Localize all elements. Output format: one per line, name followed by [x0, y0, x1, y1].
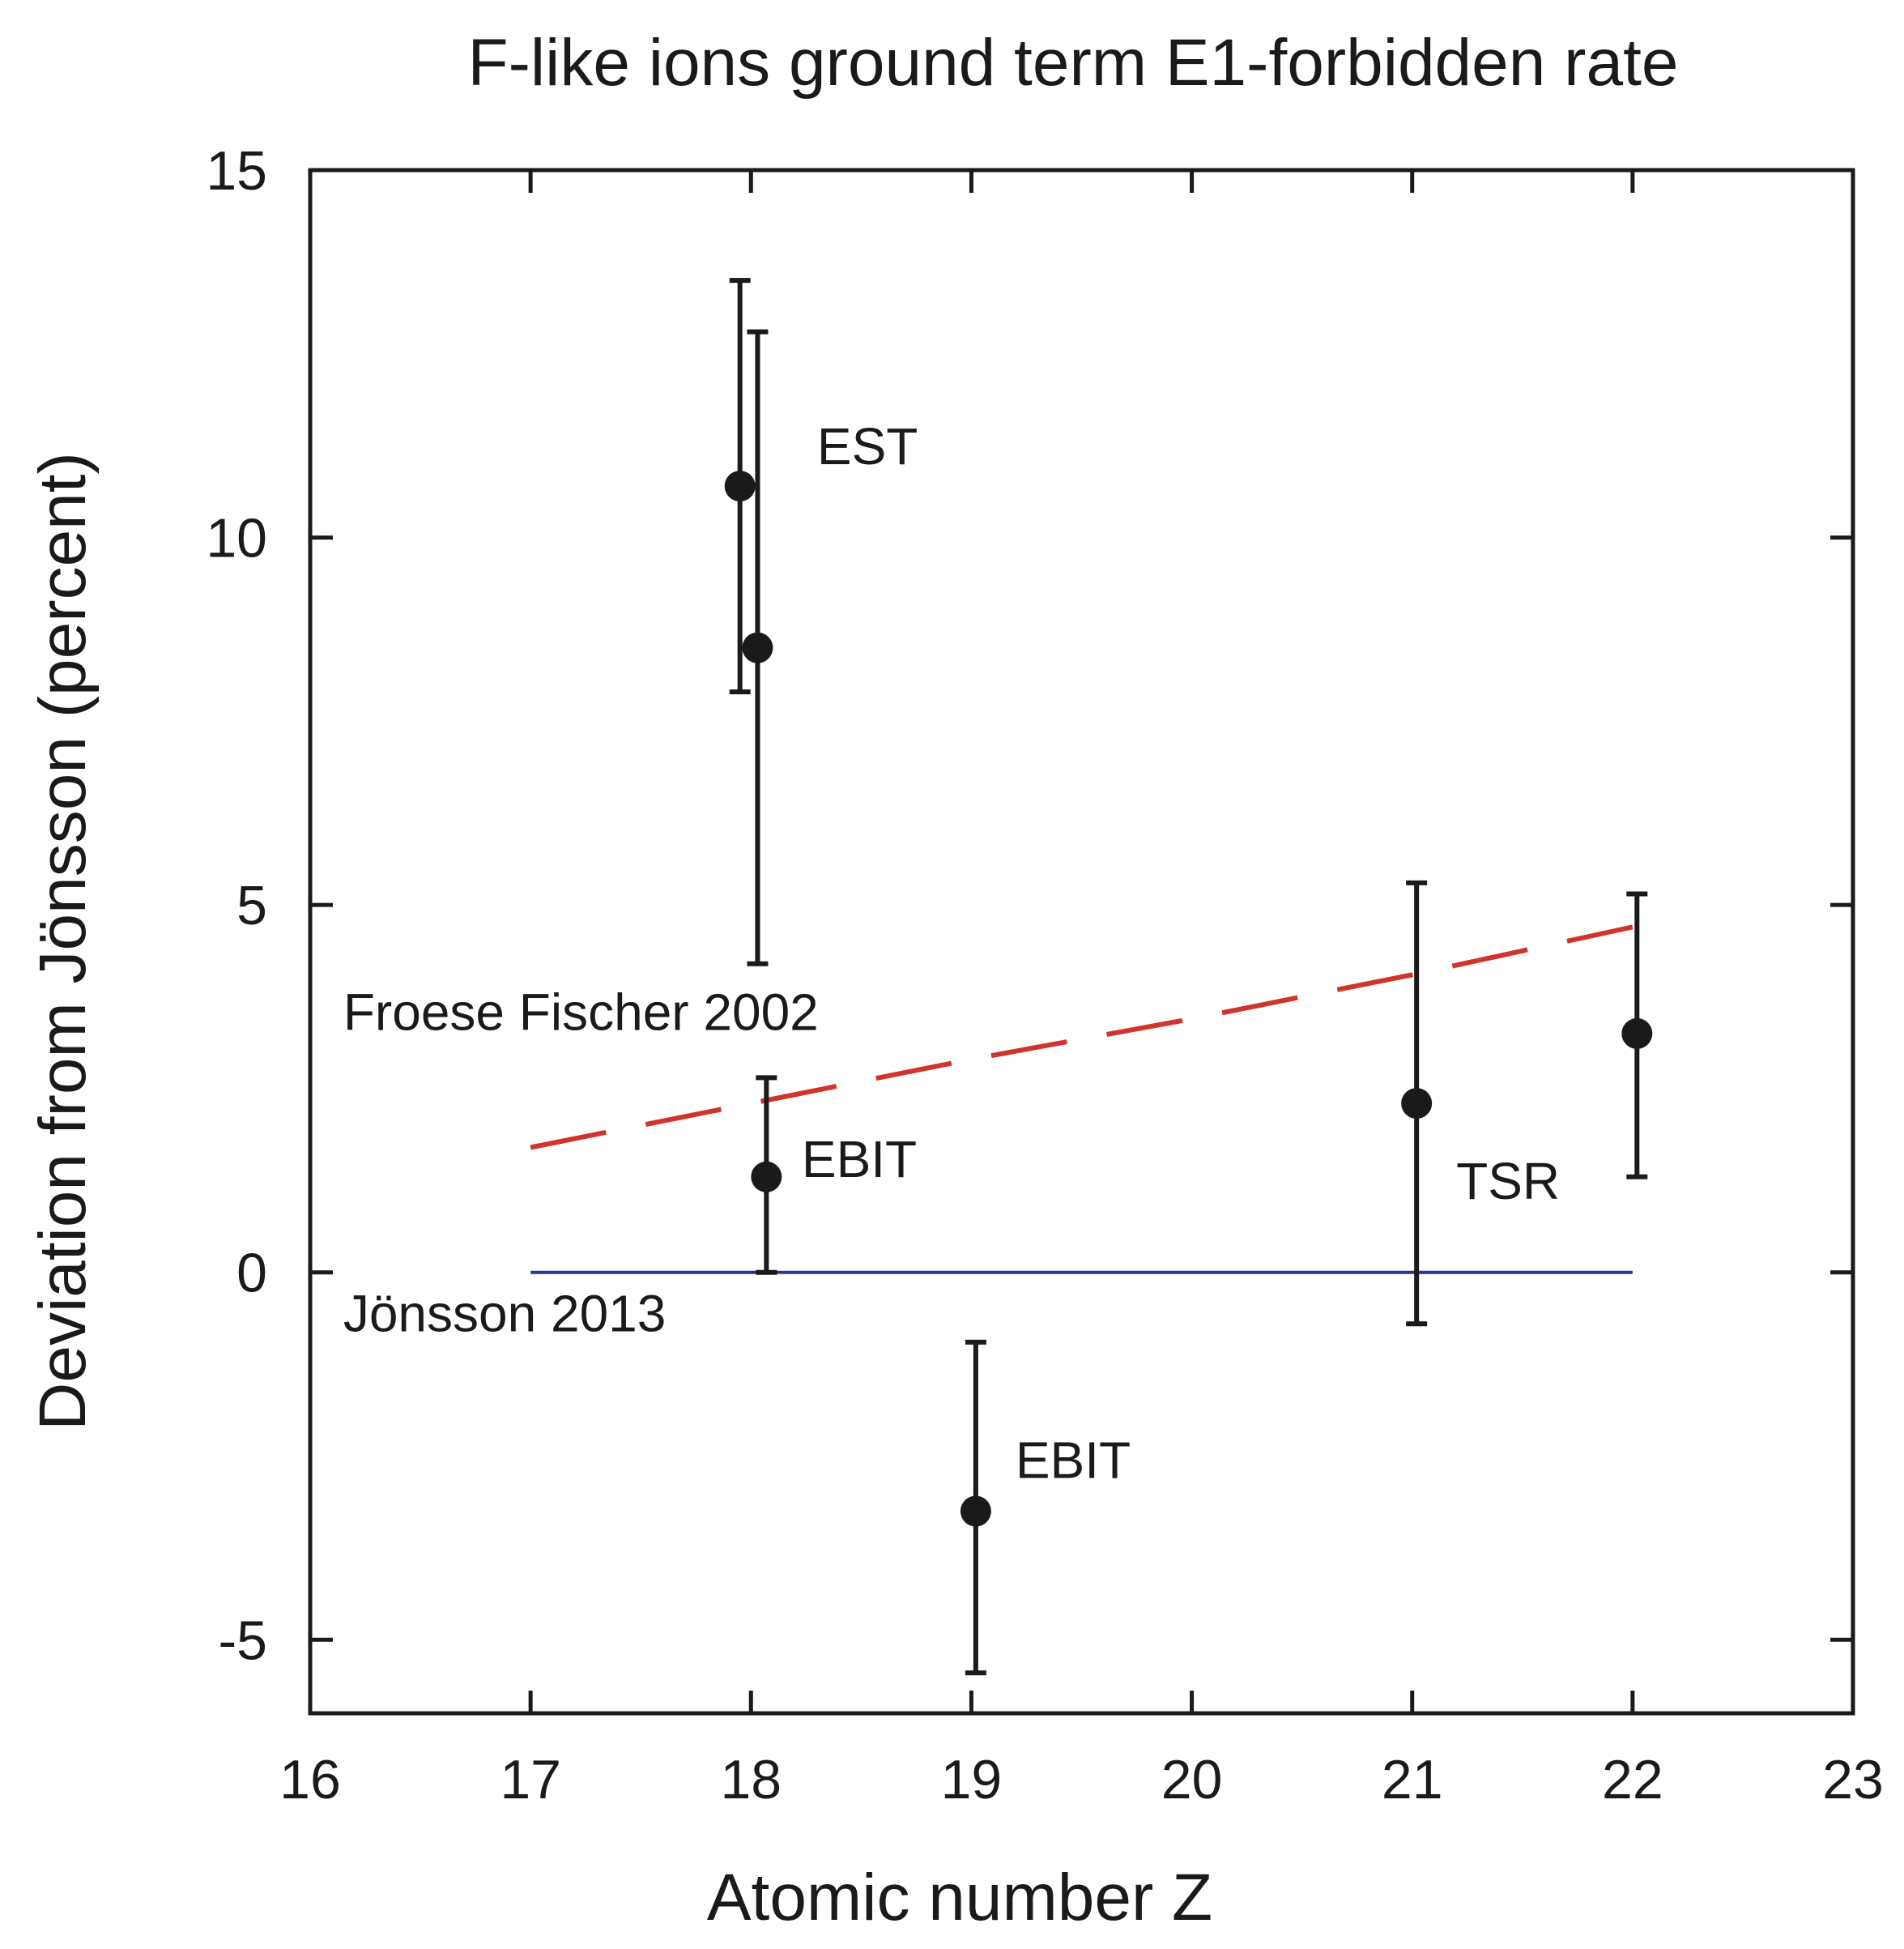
x-tick-label: 18 — [720, 1749, 782, 1810]
x-tick-label: 23 — [1822, 1749, 1884, 1810]
x-tick-label: 20 — [1161, 1749, 1223, 1810]
y-tick-label: 0 — [236, 1243, 267, 1304]
x-tick-label: 19 — [941, 1749, 1003, 1810]
froese-fischer-2002-line — [530, 924, 1634, 1150]
y-tick-label: 10 — [206, 508, 267, 569]
annotation-label: EBIT — [1016, 1431, 1131, 1490]
data-point-group — [742, 329, 773, 966]
series-lines — [530, 924, 1634, 1274]
data-point-group — [1401, 880, 1433, 1327]
x-tick-label: 16 — [279, 1749, 341, 1810]
annotation-label: EST — [817, 417, 918, 476]
y-axis-ticks: -5 0 5 10 15 — [206, 140, 1853, 1671]
data-point-group — [724, 278, 756, 695]
x-axis-label: Atomic number Z — [707, 1861, 1212, 1934]
annotation-label: Froese Fischer 2002 — [343, 983, 819, 1041]
x-tick-label: 22 — [1602, 1749, 1663, 1810]
annotation-label: Jönsson 2013 — [343, 1284, 667, 1342]
data-point — [1401, 1088, 1433, 1120]
x-axis-ticks: 16 17 18 19 20 21 22 23 — [279, 170, 1884, 1810]
annotation-label: TSR — [1456, 1152, 1560, 1210]
data-point-group — [1621, 891, 1653, 1179]
data-point — [724, 471, 756, 502]
data-point — [960, 1495, 991, 1527]
data-point — [742, 632, 773, 663]
chart-title: F-like ions ground term E1-forbidden rat… — [468, 26, 1679, 100]
data-point — [751, 1161, 782, 1192]
x-tick-label: 17 — [500, 1749, 561, 1810]
y-axis-label: Deviation from Jönsson (percent) — [26, 452, 100, 1431]
data-points — [724, 278, 1653, 1676]
data-point — [1621, 1017, 1653, 1049]
y-tick-label: 15 — [206, 140, 267, 202]
data-point-group — [960, 1339, 991, 1676]
y-tick-label: 5 — [236, 875, 267, 936]
annotation-label: EBIT — [802, 1130, 917, 1188]
plot-frame — [308, 168, 1855, 1716]
x-tick-label: 21 — [1382, 1749, 1443, 1810]
data-point-group — [751, 1075, 782, 1275]
annotations: EST EBIT EBIT TSR Froese Fischer 2002 Jönsson… — [343, 417, 1560, 1490]
y-tick-label: -5 — [219, 1610, 267, 1671]
